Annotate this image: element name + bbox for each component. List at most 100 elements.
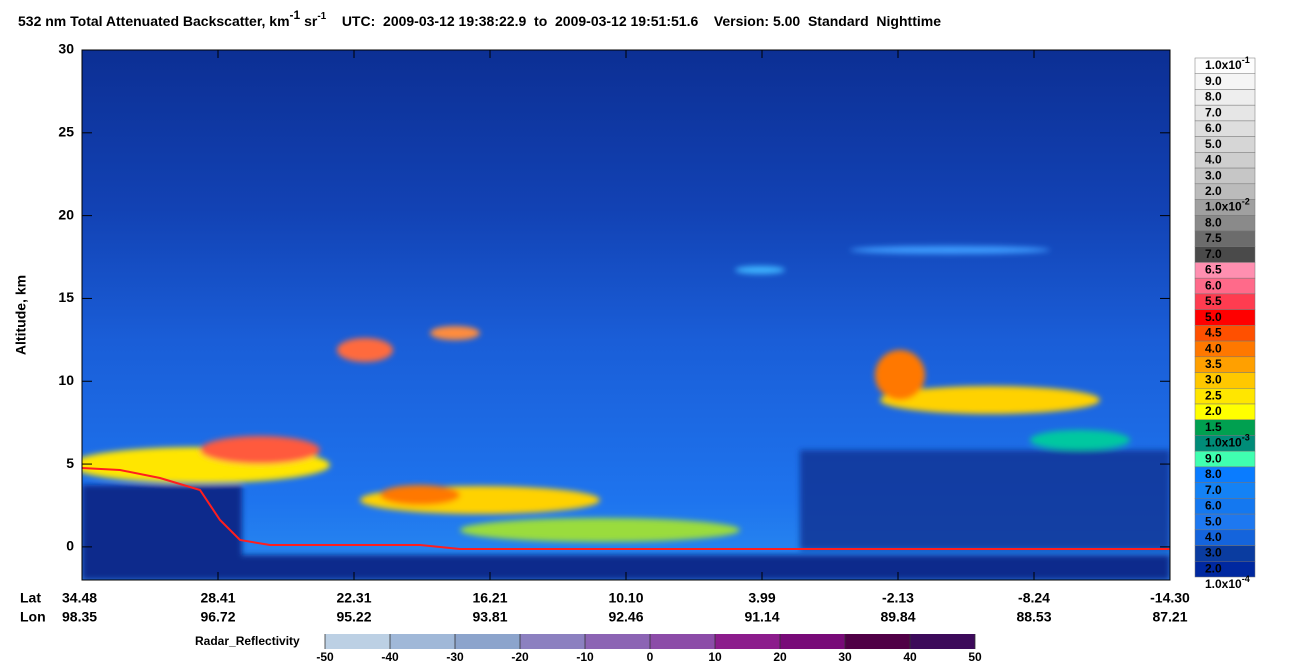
colorbar-box (1194, 498, 1256, 515)
colorbar-label: 8.0 (1205, 90, 1222, 104)
colorbar-label: 7.0 (1205, 483, 1222, 497)
radar-tick-label: 10 (708, 650, 722, 664)
colorbar-label-exp: -4 (1242, 574, 1250, 584)
colorbar-box (1194, 450, 1256, 468)
radar-label: Radar_Reflectivity (195, 634, 300, 648)
colorbar-label-exp: -2 (1242, 197, 1250, 207)
colorbar-label: 9.0 (1205, 451, 1222, 465)
colorbar-label: 3.0 (1205, 168, 1222, 182)
y-tick-label: 15 (58, 289, 74, 305)
lon-tick-label: 93.81 (472, 609, 507, 625)
lon-tick-label: 96.72 (200, 609, 235, 625)
colorbar-label: 6.5 (1205, 263, 1222, 277)
lat-tick-label: 3.99 (748, 590, 775, 606)
lat-tick-label: 28.41 (200, 590, 235, 606)
colorbar-label: 3.0 (1205, 373, 1222, 387)
colorbar-box (1194, 372, 1256, 389)
lat-label: Lat (20, 590, 41, 606)
colorbar-label: 1.0x10-1 (1205, 55, 1250, 72)
radar-colorbar-box (845, 634, 910, 649)
title-text: 532 nm Total Attenuated Backscatter, km (18, 13, 290, 29)
colorbar-label: 3.5 (1205, 357, 1222, 371)
colorbar-box (1194, 230, 1256, 247)
y-axis-label: Altitude, km (13, 275, 29, 355)
colorbar-label: 1.0x10-2 (1205, 197, 1250, 214)
time-range: UTC: 2009-03-12 19:38:22.9 to 2009-03-12… (342, 13, 699, 29)
version: Version: 5.00 Standard Nighttime (714, 13, 941, 29)
colorbar-box (1194, 246, 1256, 263)
colorbar-box (1194, 152, 1256, 169)
lat-tick-label: -8.24 (1018, 590, 1050, 606)
colorbar-box (1194, 466, 1256, 483)
lon-tick-label: 92.46 (608, 609, 643, 625)
lat-tick-label: 16.21 (472, 590, 507, 606)
curtain-image (82, 50, 1170, 580)
colorbar-label-base: 1.0x10 (1205, 200, 1242, 214)
colorbar-label: 5.5 (1205, 294, 1222, 308)
y-tick-label: 20 (58, 206, 74, 222)
lat-tick-label: 34.48 (62, 590, 97, 606)
colorbar-label: 1.5 (1205, 420, 1222, 434)
colorbar-label: 2.0 (1205, 184, 1222, 198)
colorbar-box (1194, 136, 1256, 153)
colorbar-label: 5.0 (1205, 137, 1222, 151)
colorbar-box (1194, 545, 1256, 562)
y-tick-label: 25 (58, 124, 74, 140)
colorbar-box (1194, 309, 1256, 326)
radar-colorbar-box (455, 634, 520, 649)
title-unit: sr (304, 13, 318, 29)
colorbar-box (1194, 167, 1256, 185)
colorbar-box (1194, 513, 1256, 531)
colorbar-box (1194, 340, 1256, 358)
colorbar-label: 4.5 (1205, 326, 1222, 340)
colorbar-label: 4.0 (1205, 341, 1222, 355)
lat-tick-label: 22.31 (336, 590, 371, 606)
y-tick-label: 30 (58, 41, 74, 57)
radar-tick-label: 50 (968, 650, 982, 664)
colorbar-box (1194, 89, 1256, 106)
lon-tick-label: 88.53 (1016, 609, 1051, 625)
colorbar-box (1194, 561, 1256, 578)
radar-colorbar-box (585, 634, 650, 649)
colorbar-label-base: 1.0x10 (1205, 436, 1242, 450)
colorbar-label: 2.0 (1205, 404, 1222, 418)
lon-tick-label: 89.84 (880, 609, 915, 625)
radar-colorbar-box (780, 634, 845, 649)
colorbar-box (1194, 262, 1256, 279)
colorbar-label: 5.0 (1205, 310, 1222, 324)
colorbar-box (1194, 529, 1256, 546)
colorbar-label: 7.0 (1205, 247, 1222, 261)
radar-colorbar-box (650, 634, 715, 649)
colorbar-box (1194, 325, 1256, 342)
lon-tick-label: 98.35 (62, 609, 97, 625)
colorbar-label-exp: -3 (1242, 433, 1250, 443)
radar-tick-label: -50 (316, 650, 334, 664)
lat-tick-label: -14.30 (1150, 590, 1190, 606)
radar-colorbar-box (910, 634, 975, 649)
radar-tick-label: -30 (446, 650, 464, 664)
y-tick-label: 0 (66, 538, 74, 554)
colorbar-label-base: 1.0x10 (1205, 577, 1242, 591)
radar-tick-label: -10 (576, 650, 594, 664)
colorbar-label: 9.0 (1205, 74, 1222, 88)
radar-colorbar-box (390, 634, 455, 649)
colorbar-label: 1.0x10-3 (1205, 433, 1250, 450)
colorbar-label: 7.0 (1205, 105, 1222, 119)
colorbar-label: 1.0x10-4 (1205, 574, 1250, 591)
colorbar-box (1194, 293, 1256, 310)
colorbar-label: 3.0 (1205, 546, 1222, 560)
colorbar-label: 4.0 (1205, 153, 1222, 167)
colorbar-box (1194, 403, 1256, 420)
lon-tick-label: 95.22 (336, 609, 371, 625)
colorbar-label: 6.0 (1205, 499, 1222, 513)
lat-tick-label: 10.10 (608, 590, 643, 606)
colorbar-box (1194, 73, 1256, 90)
lat-tick-label: -2.13 (882, 590, 914, 606)
colorbar-label: 8.0 (1205, 467, 1222, 481)
radar-tick-label: 0 (647, 650, 654, 664)
colorbar-box (1194, 482, 1256, 499)
radar-colorbar-box (715, 634, 780, 649)
radar-colorbar-box (325, 634, 390, 649)
